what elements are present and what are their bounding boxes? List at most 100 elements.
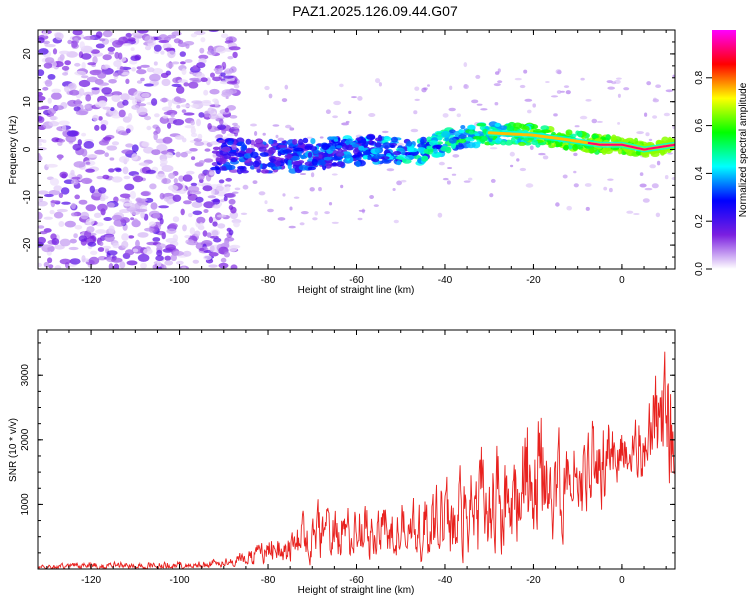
spectrogram-cell [298,164,309,171]
spectrogram-cell [223,240,230,248]
spectrogram-cell [254,131,258,136]
snr-line-series [38,351,675,569]
spectrogram-cell [312,217,318,221]
spectrogram-cell [254,138,264,145]
spectrogram-cell [38,95,46,102]
spectrogram-cell [155,126,161,134]
spectrogram-cell [83,91,94,97]
spectrogram-cell [215,185,224,192]
spectrogram-cell [395,156,404,160]
spectrogram-cell [644,187,653,191]
spectrogram-cell [282,149,293,154]
spectrogram-cell [88,256,100,265]
spectrogram-cell [180,61,186,65]
spectrogram-cell [203,89,209,96]
spectrogram-cell [81,132,87,137]
spectrogram-cell [192,259,199,264]
spectrogram-cell [181,109,187,113]
spectrogram-cell [124,183,135,191]
spectrogram-cell [44,79,53,87]
colorbar-tick-label: 0.4 [694,166,705,180]
spectrogram-cell [224,184,231,188]
spectrogram-cell [67,39,73,45]
spectrogram-cell [661,136,669,144]
spectrogram-cell [524,98,533,102]
spectrogram-cell [43,62,53,69]
spectrogram-cell [523,69,528,74]
spectrogram-cell [162,136,173,144]
spectrogram-cell [53,211,64,219]
spectrogram-cell [318,187,322,192]
spectrogram-cell [472,136,482,140]
spectrogram-cell [449,129,456,133]
spectrogram-cell [648,138,653,142]
x-tick-label: -120 [81,575,101,586]
spectrogram-cell [566,205,572,211]
spectrogram-cell [226,133,235,137]
spectrogram-cell [194,230,201,237]
spectrogram-cell [72,30,83,36]
spectrogram-cell [382,142,392,149]
spectrogram-cell [262,132,266,136]
spectrogram-cell [61,124,67,132]
spectrogram-cell [226,105,236,111]
spectrogram-cell [209,88,220,95]
spectrogram-cell [179,51,186,57]
spectrogram-cell [158,205,170,209]
spectrogram-cell [438,161,445,166]
spectrogram-cell [97,203,108,212]
spectrogram-cell [224,107,229,113]
spectrogram-cell [410,128,419,133]
spectrogram-cell [155,173,167,180]
spectrogram-cell [210,72,215,78]
spectrogram-cell [463,62,468,68]
spectrogram-cell [382,130,389,134]
spectrogram-cell [191,104,199,109]
snr-panel: -120 -100 -80 -60 -40 -20 0 1000 2000 3000 Heigh… [8,329,676,596]
spectrogram-cell [381,156,390,160]
spectrogram-cell [649,164,656,169]
spectrogram-cell [168,172,176,179]
spectrogram-cell [448,107,456,112]
spectrogram-cell [231,144,237,151]
spectrogram-cell [135,239,140,248]
spectrogram-cell [112,242,120,249]
spectrogram-cell [164,255,172,261]
spectrogram-cell [228,245,238,252]
spectrogram-cell [226,227,232,232]
spectrogram-cell [272,124,280,127]
spectrogram-cell [460,125,466,130]
spectrogram-cell [227,56,234,60]
spectrogram-cell [284,154,293,159]
spectrogram-cell [518,141,526,146]
spectrogram-cell [310,172,315,178]
spectrogram-cell [225,89,238,94]
spectrogram-cell [580,77,585,81]
spectrogram-cell [108,109,119,117]
spectrogram-cell [529,145,534,151]
spectrogram-cell [177,79,188,84]
spectrogram-cell [161,78,171,87]
spectrogram-cell [61,201,71,205]
spectrogram-cell [198,173,205,181]
spectrogram-cell [193,30,206,36]
spectrogram-cell [339,83,344,88]
spectrogram-cell [267,208,274,213]
spectrogram-cell [178,175,185,182]
spectrogram-cell [293,147,304,152]
spectrogram-cell [188,81,199,89]
spectrogram-cell [130,55,140,61]
spectrogram-cell [426,145,434,150]
spectrogram-cell [341,122,350,126]
spectrogram-cell [99,197,106,202]
spectrogram-cell [392,188,396,191]
spectrogram-cell [75,110,88,116]
spectrogram-cell [77,139,83,146]
spectrogram-cell [226,80,238,85]
spectrogram-cell [302,137,309,144]
spectrogram-cell [214,165,219,170]
spectrogram-cell [331,162,338,166]
spectrogram-cell [256,168,262,173]
spectrogram-x-ticks: -120 -100 -80 -60 -40 -20 0 [46,30,667,286]
spectrogram-cell [59,258,71,265]
